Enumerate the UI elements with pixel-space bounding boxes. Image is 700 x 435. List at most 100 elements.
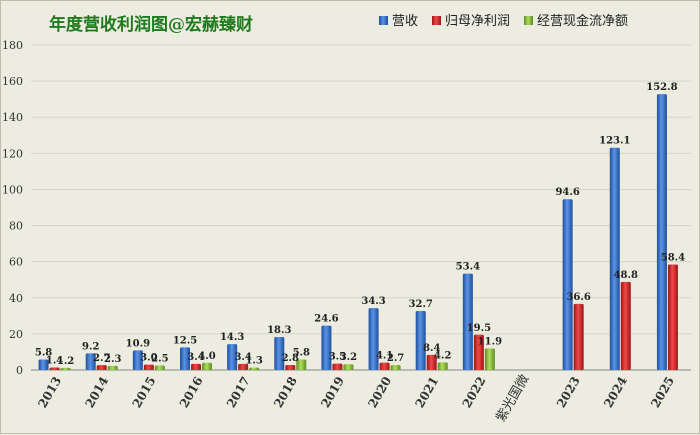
x-tick-label: 2019 (318, 374, 347, 410)
chart-title: 年度营收利润图@宏赫臻财 (49, 14, 253, 35)
data-label: 4.0 (198, 351, 215, 362)
x-tick-label: 2023 (554, 374, 583, 410)
y-tick-label: 0 (16, 364, 23, 377)
x-tick-label: 2021 (413, 374, 442, 410)
x-tick-label: 2016 (177, 374, 206, 410)
y-tick-label: 140 (2, 111, 23, 124)
data-label: 2.8 (282, 353, 299, 364)
bar-operating-cashflow (437, 362, 448, 370)
data-label: 12.5 (173, 335, 197, 346)
y-tick-label: 40 (9, 292, 23, 305)
data-label: 18.3 (267, 325, 291, 336)
data-label: 19.5 (467, 323, 491, 334)
data-label: 4.2 (434, 350, 451, 361)
bar-net-profit (49, 367, 60, 370)
x-tick-label: 2018 (271, 374, 300, 410)
data-label: 152.8 (646, 82, 677, 93)
data-label: 53.4 (456, 262, 480, 273)
bar-net-profit (143, 364, 154, 370)
data-label: 11.9 (478, 337, 502, 348)
bar-revenue (180, 347, 190, 370)
data-label: 24.6 (314, 314, 338, 325)
data-label: 14.3 (220, 332, 244, 343)
bar-net-profit (238, 363, 249, 370)
bar-revenue (85, 353, 96, 370)
y-tick-label: 160 (2, 75, 23, 88)
x-tick-label: 2015 (130, 374, 159, 410)
data-label: 5.8 (293, 348, 310, 359)
bar-revenue (321, 325, 332, 370)
x-tick-label: 2014 (83, 374, 112, 410)
bar-revenue (132, 350, 143, 370)
data-label: 48.8 (614, 270, 638, 281)
grid-lines (31, 44, 691, 371)
data-label: 3.2 (340, 352, 357, 363)
bar-net-profit (573, 303, 584, 370)
data-label: 34.3 (361, 296, 385, 307)
bar-revenue (415, 310, 426, 370)
bar-revenue (227, 344, 238, 370)
data-label: 3.4 (187, 352, 204, 363)
bar-operating-cashflow (107, 365, 118, 370)
legend-swatch (432, 16, 441, 25)
bar-operating-cashflow (249, 367, 260, 370)
data-label: 2.5 (151, 353, 168, 364)
x-axis: 2013 2014 2015 2016 2017 2018 2019 2020 2021 2022… (35, 372, 677, 425)
legend-label: 归母净利润 (445, 14, 510, 29)
y-tick-label: 60 (9, 256, 23, 269)
data-label: 1.4 (46, 355, 63, 366)
legend-label: 营收 (392, 14, 418, 29)
bar-operating-cashflow (296, 359, 307, 370)
bar-operating-cashflow (60, 367, 71, 370)
data-label: 123.1 (599, 136, 630, 147)
legend: 营收 归母净利润 经营现金流净额 (379, 13, 628, 29)
bar-net-profit (667, 264, 678, 370)
x-tick-label: 2022 (460, 374, 489, 410)
bar-operating-cashflow (343, 364, 354, 370)
data-label: 58.4 (661, 253, 685, 264)
data-label: 3.4 (234, 352, 251, 363)
bar-net-profit (285, 364, 296, 370)
legend-swatch (524, 16, 533, 25)
data-label: 2.3 (104, 354, 121, 365)
bar-operating-cashflow (202, 362, 212, 370)
x-tick-label: 2024 (601, 374, 630, 410)
x-tick-label: 2013 (35, 374, 64, 410)
bar-revenue (38, 359, 49, 370)
bar-net-profit (332, 363, 343, 370)
data-label: 9.2 (82, 341, 99, 352)
legend-swatch (379, 16, 388, 25)
bar-net-profit (96, 365, 107, 370)
bar-revenue (368, 308, 379, 370)
y-axis: 0 20 40 60 80 100 120 140 160 180 (2, 39, 23, 377)
data-label: 94.6 (555, 187, 579, 198)
bar-operating-cashflow (154, 365, 165, 370)
bar-operating-cashflow (390, 365, 401, 370)
y-tick-label: 80 (9, 220, 23, 233)
bar-revenue (609, 147, 620, 370)
data-label: 1.3 (245, 356, 262, 367)
x-tick-label: 2020 (365, 374, 394, 410)
data-label: 36.6 (566, 292, 590, 303)
legend-label: 经营现金流净额 (537, 13, 628, 29)
bar-revenue (274, 336, 285, 370)
bar-net-profit (191, 363, 201, 370)
data-label: 32.7 (409, 299, 433, 310)
data-label: 8.4 (423, 343, 440, 354)
bar-net-profit (473, 334, 484, 370)
data-label: 2.7 (387, 353, 404, 364)
y-tick-label: 100 (2, 183, 23, 196)
data-label: 2.7 (93, 353, 110, 364)
x-tick-label: 2017 (224, 374, 253, 410)
chart-annotation: 紫光国微 (493, 372, 532, 425)
y-tick-label: 180 (2, 39, 23, 52)
bar-operating-cashflow (484, 348, 495, 370)
data-label: 1.2 (57, 356, 74, 367)
bar-net-profit (379, 362, 390, 370)
data-label: 3.5 (329, 352, 346, 363)
x-tick-label: 2025 (648, 374, 677, 410)
y-tick-label: 120 (2, 147, 23, 160)
y-tick-label: 20 (9, 328, 23, 341)
bar-revenue (462, 273, 473, 370)
